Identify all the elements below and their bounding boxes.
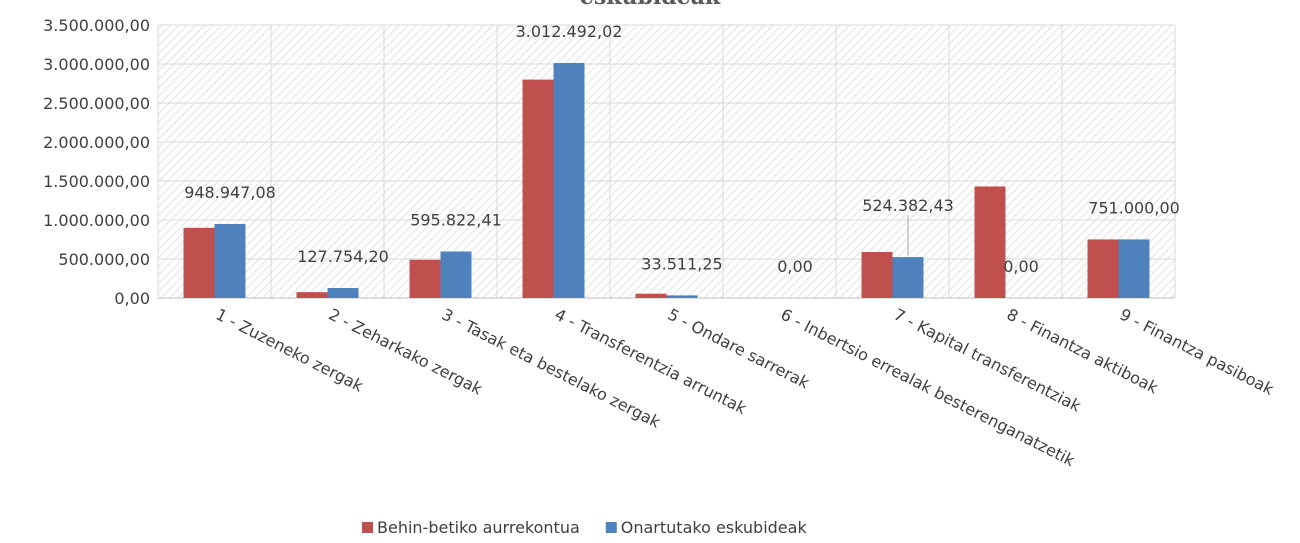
x-tick-label: 3 - Tasak eta bestelako zergak [439, 305, 664, 432]
bar [183, 227, 215, 298]
bar [327, 288, 359, 298]
value-label: 0,00 [777, 257, 813, 276]
bar [296, 292, 328, 298]
bar [666, 295, 698, 298]
bar [861, 251, 893, 298]
y-tick-label: 0,00 [114, 289, 150, 308]
bar [409, 259, 441, 298]
legend-swatch [605, 522, 617, 533]
value-label: 127.754,20 [297, 247, 389, 266]
bar [974, 186, 1006, 298]
value-label: 0,00 [1003, 257, 1039, 276]
y-tick-label: 500.000,00 [58, 250, 150, 269]
chart-title: eskubideak [580, 0, 721, 10]
bar [635, 293, 667, 298]
value-label: 524.382,43 [862, 196, 954, 215]
legend-swatch [362, 522, 373, 533]
value-label: 3.012.492,02 [516, 22, 623, 41]
bar [1118, 239, 1150, 298]
value-label: 595.822,41 [410, 211, 502, 230]
bar [892, 257, 924, 298]
bar [522, 79, 554, 298]
x-tick-label: 4 - Transferentzia arruntak [552, 305, 751, 419]
y-tick-label: 1.000.000,00 [43, 211, 150, 230]
value-label: 751.000,00 [1088, 198, 1180, 217]
bar [214, 223, 246, 298]
value-label: 948.947,08 [184, 183, 276, 202]
bar [553, 63, 585, 299]
legend-label: Onartutako eskubideak [621, 518, 808, 537]
legend-label: Behin-betiko aurrekontua [377, 518, 580, 537]
bar [440, 251, 472, 298]
bar [1087, 239, 1119, 298]
y-tick-label: 3.000.000,00 [43, 55, 150, 74]
y-tick-label: 1.500.000,00 [43, 172, 150, 191]
y-tick-label: 2.500.000,00 [43, 94, 150, 113]
value-label: 33.511,25 [641, 254, 722, 273]
x-tick-label: 7 - Kapital transferentziak [891, 305, 1085, 416]
y-tick-label: 3.500.000,00 [43, 16, 150, 35]
y-tick-label: 2.000.000,00 [43, 133, 150, 152]
